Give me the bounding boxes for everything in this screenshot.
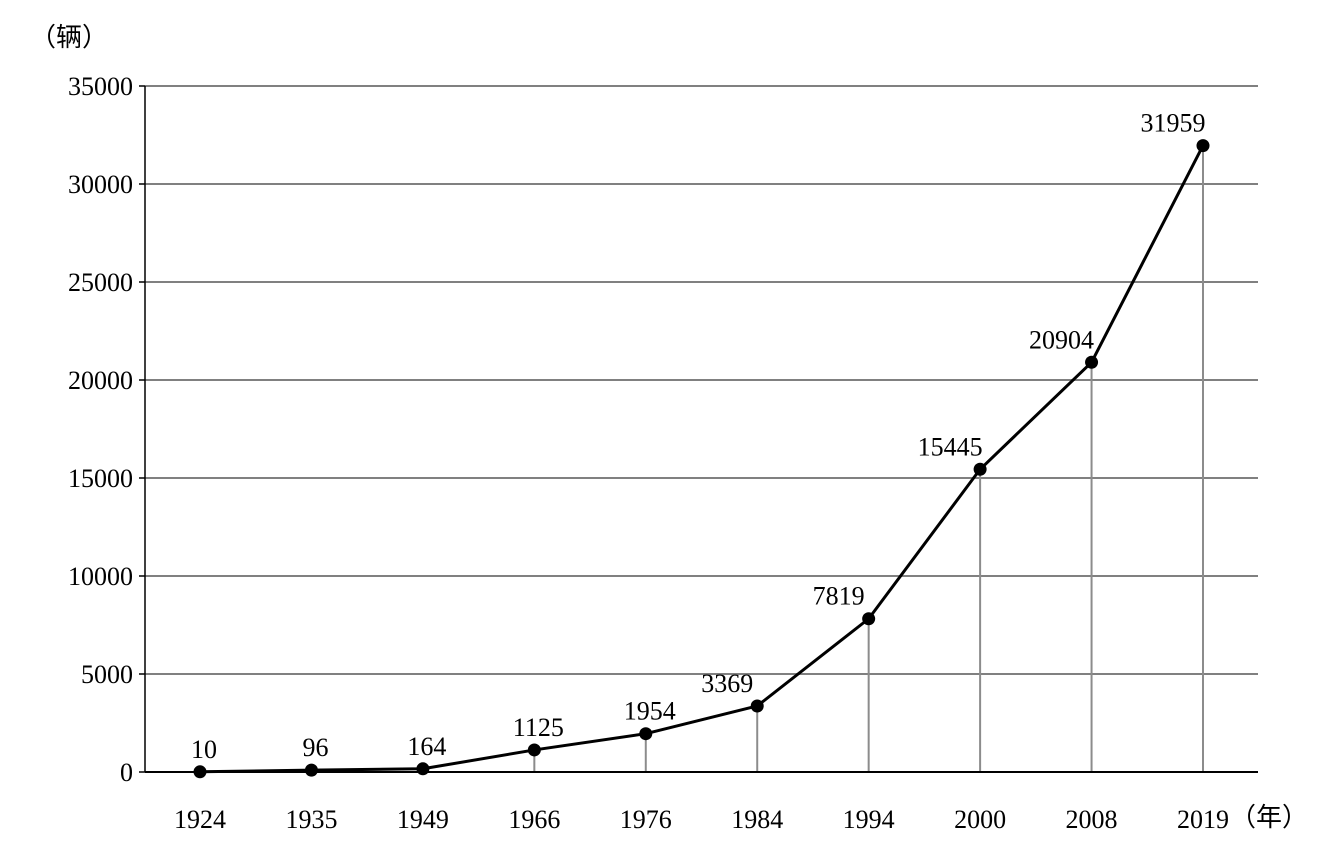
y-tick-label: 35000 [68, 72, 133, 101]
x-tick-label: 1935 [285, 805, 337, 834]
y-tick-label: 20000 [68, 366, 133, 395]
data-point-1935 [304, 763, 318, 777]
data-label: 15445 [918, 432, 983, 461]
x-axis-unit-label: （年） [1230, 803, 1308, 832]
grid-lines [145, 85, 1258, 675]
data-label: 20904 [1029, 325, 1094, 354]
data-label: 1954 [624, 697, 676, 726]
data-point-1924 [193, 765, 207, 779]
x-tick-label: 2008 [1066, 805, 1118, 834]
data-points [193, 139, 1210, 779]
data-point-2019 [1196, 139, 1210, 153]
y-tick-label: 15000 [68, 464, 133, 493]
data-label: 10 [191, 735, 217, 764]
x-tick-label: 1984 [731, 805, 783, 834]
y-tick-label: 5000 [81, 660, 133, 689]
data-point-1976 [639, 727, 653, 741]
y-tick-label: 30000 [68, 170, 133, 199]
y-tick-labels: 0 5000 10000 15000 20000 25000 30000 35000 [68, 72, 133, 787]
data-label: 7819 [813, 582, 865, 611]
data-point-1949 [416, 762, 430, 776]
x-tick-label: 2000 [954, 805, 1006, 834]
x-tick-label: 1966 [508, 805, 560, 834]
y-tick-label: 10000 [68, 562, 133, 591]
data-label: 1125 [513, 713, 564, 742]
y-tick-label: 0 [120, 758, 133, 787]
y-tick-label: 25000 [68, 268, 133, 297]
data-point-1984 [750, 699, 764, 713]
series-line [199, 144, 1205, 774]
x-tick-label: 1976 [620, 805, 672, 834]
data-point-1994 [862, 612, 876, 626]
axes [139, 85, 1258, 773]
data-label: 31959 [1141, 109, 1206, 138]
x-tick-label: 1949 [397, 805, 449, 834]
x-tick-label: 1994 [843, 805, 895, 834]
series-line-group [199, 144, 1205, 774]
data-point-1966 [527, 743, 541, 757]
x-tick-labels: 1924 1935 1949 1966 1976 1984 1994 2000 2008 2019 [174, 805, 1229, 834]
y-axis-unit-label: （辆） [30, 23, 108, 52]
data-label: 164 [407, 732, 446, 761]
data-labels: 10 96 164 1125 1954 3369 7819 15445 20904 31959 [191, 109, 1206, 764]
x-tick-label: 2019 [1177, 805, 1229, 834]
data-point-2000 [973, 462, 987, 476]
data-point-2008 [1085, 355, 1099, 369]
data-label: 96 [302, 733, 328, 762]
data-label: 3369 [701, 669, 753, 698]
x-tick-label: 1924 [174, 805, 226, 834]
